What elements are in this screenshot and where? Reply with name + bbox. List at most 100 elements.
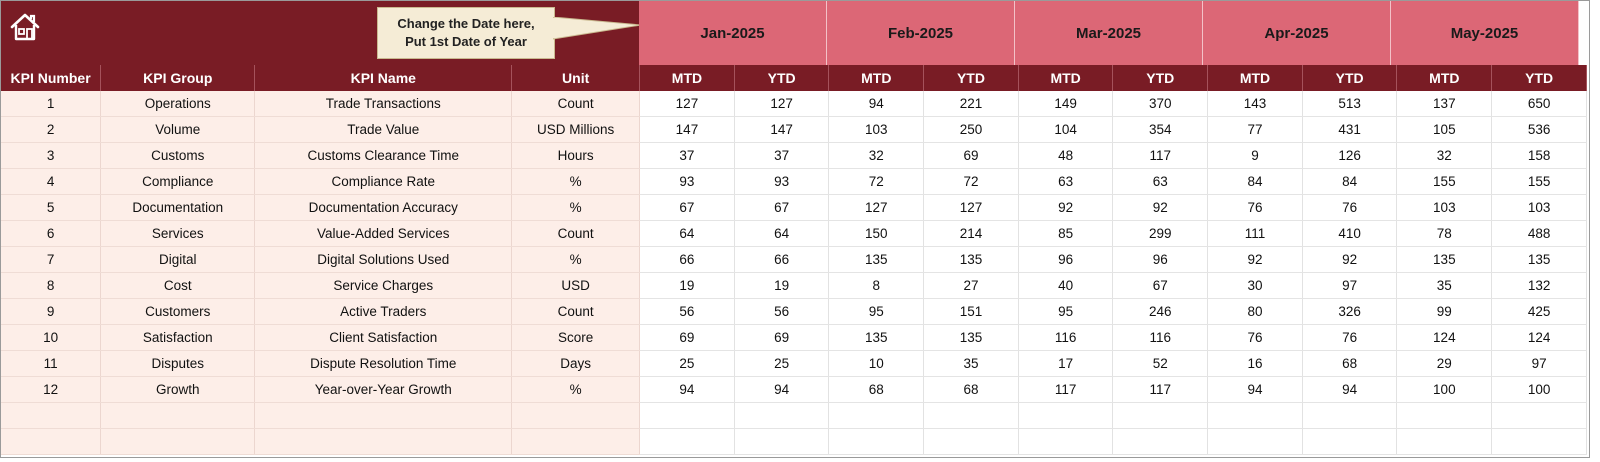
kpi-name-cell[interactable]: Value-Added Services — [254, 220, 513, 247]
kpi-number-cell[interactable]: 1 — [1, 91, 102, 117]
empty-cell[interactable] — [1207, 402, 1303, 429]
ytd-value-cell[interactable]: 67 — [1112, 272, 1209, 299]
ytd-value-cell[interactable]: 93 — [734, 168, 830, 195]
kpi-name-cell[interactable]: Client Satisfaction — [254, 324, 513, 351]
mtd-value-cell[interactable]: 95 — [828, 298, 925, 325]
mtd-value-cell[interactable]: 93 — [639, 168, 735, 195]
mtd-value-cell[interactable]: 117 — [1018, 376, 1114, 403]
mtd-value-cell[interactable]: 104 — [1018, 116, 1114, 143]
mtd-value-cell[interactable]: 76 — [1207, 324, 1303, 351]
mtd-value-cell[interactable]: 32 — [1396, 142, 1493, 169]
ytd-value-cell[interactable]: 536 — [1491, 116, 1587, 143]
kpi-number-cell[interactable]: 5 — [1, 194, 102, 221]
ytd-value-cell[interactable]: 214 — [923, 220, 1019, 247]
ytd-value-cell[interactable]: 127 — [734, 91, 830, 117]
mtd-value-cell[interactable]: 127 — [828, 194, 925, 221]
unit-cell[interactable]: Count — [511, 91, 641, 117]
mtd-value-cell[interactable]: 16 — [1207, 350, 1303, 377]
empty-cell[interactable] — [1018, 402, 1114, 429]
mtd-value-cell[interactable]: 69 — [639, 324, 735, 351]
kpi-number-cell[interactable]: 3 — [1, 142, 102, 169]
empty-cell[interactable] — [1, 402, 102, 429]
kpi-name-cell[interactable]: Digital Solutions Used — [254, 246, 513, 273]
empty-cell[interactable] — [734, 428, 830, 455]
mtd-value-cell[interactable]: 10 — [828, 350, 925, 377]
ytd-value-cell[interactable]: 250 — [923, 116, 1019, 143]
mtd-value-cell[interactable]: 35 — [1396, 272, 1493, 299]
unit-cell[interactable]: USD — [511, 272, 641, 299]
ytd-value-cell[interactable]: 66 — [734, 246, 830, 273]
kpi-group-cell[interactable]: Digital — [100, 246, 256, 273]
ytd-value-cell[interactable]: 97 — [1302, 272, 1398, 299]
unit-cell[interactable]: % — [511, 246, 641, 273]
ytd-value-cell[interactable]: 425 — [1491, 298, 1587, 325]
ytd-value-cell[interactable]: 246 — [1112, 298, 1209, 325]
kpi-number-cell[interactable]: 9 — [1, 298, 102, 325]
ytd-value-cell[interactable]: 69 — [734, 324, 830, 351]
mtd-value-cell[interactable]: 100 — [1396, 376, 1493, 403]
mtd-value-cell[interactable]: 137 — [1396, 91, 1493, 117]
empty-cell[interactable] — [1302, 402, 1398, 429]
mtd-value-cell[interactable]: 155 — [1396, 168, 1493, 195]
kpi-name-cell[interactable]: Compliance Rate — [254, 168, 513, 195]
empty-cell[interactable] — [639, 402, 735, 429]
mtd-value-cell[interactable]: 64 — [639, 220, 735, 247]
empty-cell[interactable] — [1112, 402, 1209, 429]
unit-cell[interactable]: USD Millions — [511, 116, 641, 143]
ytd-value-cell[interactable]: 135 — [1491, 246, 1587, 273]
empty-cell[interactable] — [100, 428, 256, 455]
mtd-value-cell[interactable]: 149 — [1018, 91, 1114, 117]
unit-cell[interactable]: Count — [511, 220, 641, 247]
ytd-value-cell[interactable]: 97 — [1491, 350, 1587, 377]
ytd-value-cell[interactable]: 94 — [734, 376, 830, 403]
empty-cell[interactable] — [511, 428, 641, 455]
mtd-value-cell[interactable]: 32 — [828, 142, 925, 169]
mtd-value-cell[interactable]: 150 — [828, 220, 925, 247]
mtd-value-cell[interactable]: 63 — [1018, 168, 1114, 195]
ytd-value-cell[interactable]: 37 — [734, 142, 830, 169]
ytd-value-cell[interactable]: 100 — [1491, 376, 1587, 403]
empty-cell[interactable] — [639, 428, 735, 455]
home-icon[interactable] — [9, 11, 41, 43]
kpi-group-cell[interactable]: Compliance — [100, 168, 256, 195]
ytd-value-cell[interactable]: 370 — [1112, 91, 1209, 117]
empty-cell[interactable] — [1302, 428, 1398, 455]
unit-cell[interactable]: Days — [511, 350, 641, 377]
unit-cell[interactable]: Count — [511, 298, 641, 325]
empty-cell[interactable] — [1491, 428, 1587, 455]
unit-cell[interactable]: % — [511, 168, 641, 195]
empty-cell[interactable] — [1018, 428, 1114, 455]
mtd-value-cell[interactable]: 95 — [1018, 298, 1114, 325]
mtd-value-cell[interactable]: 37 — [639, 142, 735, 169]
ytd-value-cell[interactable]: 27 — [923, 272, 1019, 299]
kpi-name-cell[interactable]: Service Charges — [254, 272, 513, 299]
empty-cell[interactable] — [1491, 402, 1587, 429]
mtd-value-cell[interactable]: 96 — [1018, 246, 1114, 273]
kpi-name-cell[interactable]: Trade Transactions — [254, 91, 513, 117]
ytd-value-cell[interactable]: 84 — [1302, 168, 1398, 195]
kpi-group-cell[interactable]: Documentation — [100, 194, 256, 221]
kpi-number-cell[interactable]: 10 — [1, 324, 102, 351]
ytd-value-cell[interactable]: 96 — [1112, 246, 1209, 273]
kpi-group-cell[interactable]: Growth — [100, 376, 256, 403]
ytd-value-cell[interactable]: 326 — [1302, 298, 1398, 325]
ytd-value-cell[interactable]: 116 — [1112, 324, 1209, 351]
mtd-value-cell[interactable]: 147 — [639, 116, 735, 143]
kpi-name-cell[interactable]: Trade Value — [254, 116, 513, 143]
mtd-value-cell[interactable]: 66 — [639, 246, 735, 273]
mtd-value-cell[interactable]: 92 — [1207, 246, 1303, 273]
mtd-value-cell[interactable]: 67 — [639, 194, 735, 221]
mtd-value-cell[interactable]: 116 — [1018, 324, 1114, 351]
kpi-number-cell[interactable]: 4 — [1, 168, 102, 195]
empty-cell[interactable] — [828, 428, 925, 455]
kpi-group-cell[interactable]: Customs — [100, 142, 256, 169]
empty-cell[interactable] — [1396, 428, 1493, 455]
empty-cell[interactable] — [511, 402, 641, 429]
kpi-group-cell[interactable]: Volume — [100, 116, 256, 143]
ytd-value-cell[interactable]: 513 — [1302, 91, 1398, 117]
mtd-value-cell[interactable]: 111 — [1207, 220, 1303, 247]
kpi-number-cell[interactable]: 8 — [1, 272, 102, 299]
ytd-value-cell[interactable]: 488 — [1491, 220, 1587, 247]
mtd-value-cell[interactable]: 127 — [639, 91, 735, 117]
kpi-number-cell[interactable]: 6 — [1, 220, 102, 247]
